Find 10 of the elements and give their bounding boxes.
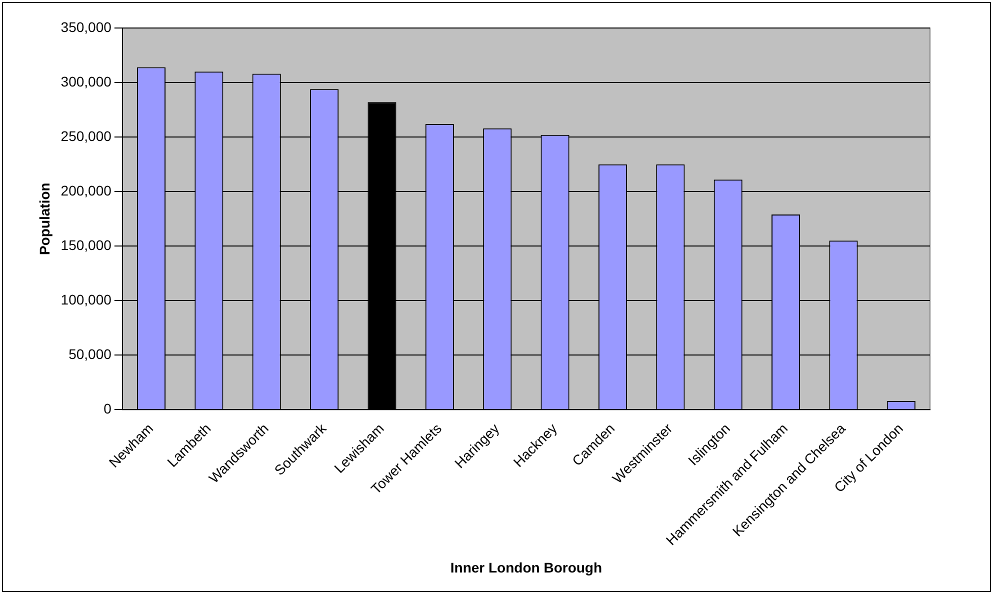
y-tick-label: 200,000 xyxy=(60,182,112,198)
y-axis-title: Population xyxy=(36,182,52,256)
y-tick-label: 0 xyxy=(104,400,112,417)
y-tick-label: 300,000 xyxy=(60,73,112,90)
y-tick-label: 150,000 xyxy=(60,236,112,253)
y-tick-label: 50,000 xyxy=(68,346,112,362)
y-tick-label: 350,000 xyxy=(60,18,112,35)
y-tick-label: 100,000 xyxy=(60,291,112,308)
x-axis-title: Inner London Borough xyxy=(450,559,602,576)
y-tick-label: 250,000 xyxy=(60,128,112,144)
